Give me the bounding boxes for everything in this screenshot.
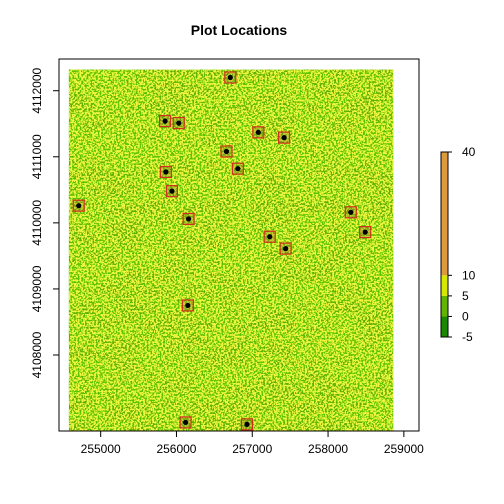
plot-center-point [283,246,289,252]
plot-center-point [362,229,368,235]
chart-title: Plot Locations [191,22,288,38]
plot-center-point [169,188,175,194]
raster-speckle [68,69,394,432]
plot-location-marker [165,185,179,198]
plot-locations [72,71,372,431]
legend-tick-label: 0 [462,309,469,323]
plot-location-marker [359,226,372,239]
plot-location-marker [179,416,192,429]
plot-center-point [281,135,287,141]
plot-center-point [227,74,233,81]
plot-center-point [182,419,189,426]
x-tick-label: 255000 [81,442,121,456]
legend: -5 0 5 10 40 [440,145,476,344]
raster-image [68,69,394,432]
plot-center-point [186,216,192,222]
x-axis: 255000 256000 257000 258000 259000 [81,430,424,456]
plot-location-marker [279,242,292,255]
plot-center-point [76,203,82,209]
legend-frame [440,151,449,338]
legend-tick-label: 10 [462,268,476,282]
plot-location-marker [252,126,265,139]
y-tick-label: 4108000 [30,331,44,378]
x-tick-label: 256000 [156,442,196,456]
plot-center-point [255,129,261,135]
plot-center-point [348,209,354,215]
y-tick-label: 4111000 [30,134,44,179]
legend-color-band [441,295,448,317]
y-tick-label: 4110000 [30,200,44,246]
x-tick-label: 259000 [384,442,424,456]
plot-center-point [185,302,191,309]
plot-location-marker [263,230,276,243]
legend-color-band [441,275,448,296]
legend-color-band [441,316,448,337]
plot-location-marker [240,418,254,431]
legend-tick-label: 5 [462,289,469,303]
plot-center-point [223,148,230,155]
legend-color-band [441,152,448,276]
plot-location-marker [344,206,357,219]
y-tick-label: 4112000 [30,67,44,113]
plot-location-marker [72,199,85,212]
y-tick-label: 4109000 [30,265,44,312]
legend-tick-label: 40 [462,145,476,159]
plot-center-point [163,169,169,175]
plot-center-point [176,120,182,126]
plot-location-marker [172,116,185,130]
plot-center-point [235,166,241,172]
plot-location-marker [220,145,233,158]
plot-center-point [267,234,273,240]
plot-location-marker [159,165,172,179]
plot-location-marker [181,299,194,312]
plot-center-point [162,118,168,124]
legend-tick-label: -5 [462,330,473,344]
plot-location-marker [224,71,237,84]
plot-location-marker [159,115,172,128]
plot-location-marker [277,131,291,144]
plot-location-marker [182,212,195,226]
plot-center-point [244,421,250,427]
x-tick-label: 258000 [308,442,348,456]
y-axis: 4108000 4109000 4110000 4111000 4112000 [30,67,60,378]
x-tick-label: 257000 [232,442,272,456]
plot-location-marker [231,162,244,175]
